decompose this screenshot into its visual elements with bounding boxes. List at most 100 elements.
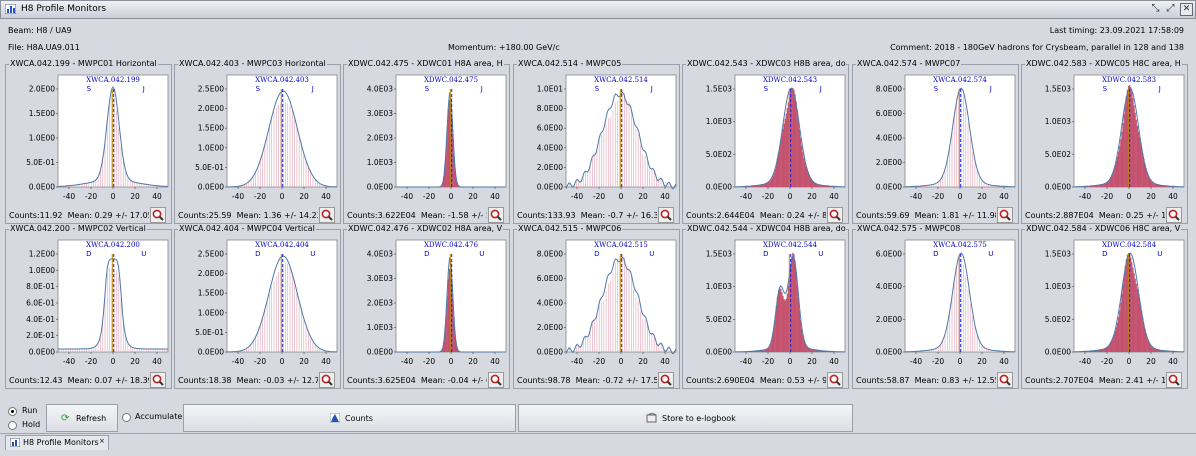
histogram-bar: [93, 347, 94, 352]
x-tick-label: 40: [321, 192, 331, 201]
histogram-bar: [278, 272, 279, 352]
histogram-bar: [975, 163, 976, 187]
histogram-bar: [285, 263, 286, 352]
refresh-label: Refresh: [76, 414, 106, 423]
x-tick-label: -40: [63, 192, 75, 201]
mean-value: Mean: 0.25 +/- 11.0: [1099, 211, 1165, 220]
x-tick-label: -20: [932, 357, 944, 366]
x-tick-label: 20: [807, 357, 817, 366]
histogram-bar: [938, 348, 939, 352]
y-tick-label: 5.0E02: [1045, 150, 1071, 159]
zoom-button[interactable]: [658, 207, 674, 223]
monitor-stats: Counts:98.78 Mean: -0.72 +/- 17.55 [m: [517, 376, 657, 385]
histogram-bar: [292, 110, 293, 187]
zoom-button[interactable]: [658, 372, 674, 388]
tab-close-icon[interactable]: ×: [99, 437, 105, 445]
histogram-bar: [130, 180, 131, 187]
zoom-button[interactable]: [319, 207, 335, 223]
mean-value: Mean: 0.07 +/- 18.39 [m: [68, 376, 149, 385]
y-tick-label: 1.5E00: [29, 109, 55, 118]
mean-value: Mean: 2.41 +/- 11.8: [1099, 376, 1165, 385]
histogram-bar: [116, 270, 117, 352]
counts-label: Counts: [345, 414, 373, 423]
zoom-button[interactable]: [827, 207, 843, 223]
histogram-bar: [585, 172, 586, 187]
histogram-bar: [597, 149, 598, 187]
y-tick-label: 0.0E00: [29, 348, 55, 357]
histogram-bar: [640, 311, 641, 352]
y-tick-label: 2.0E00: [876, 315, 902, 324]
histogram-bar: [638, 134, 639, 187]
mean-value: Mean: -0.03 +/- 12.77 [m: [237, 376, 318, 385]
x-tick-label: -20: [254, 192, 266, 201]
histogram-bar: [613, 273, 614, 352]
hold-radio[interactable]: [8, 421, 17, 430]
zoom-button[interactable]: [488, 207, 504, 223]
y-tick-label: 1.0E00: [198, 308, 224, 317]
histogram-bar: [278, 105, 279, 187]
y-tick-label: 4.0E00: [876, 282, 902, 291]
plot-left-tag: D: [933, 250, 938, 258]
store-elogbook-button[interactable]: Store to e-logbook: [518, 404, 853, 432]
counts-button[interactable]: Counts: [183, 404, 516, 432]
y-tick-label: 1.0E03: [706, 117, 732, 126]
histogram-bar: [963, 95, 964, 187]
histogram-bar: [313, 177, 314, 187]
plot-left-tag: D: [424, 250, 429, 258]
histogram-bar: [970, 304, 971, 352]
x-tick-label: -20: [593, 192, 605, 201]
histogram-bar: [933, 350, 934, 352]
zoom-button[interactable]: [997, 207, 1013, 223]
histogram-bar: [622, 254, 623, 352]
histogram-bar: [303, 320, 304, 352]
zoom-button[interactable]: [488, 372, 504, 388]
histogram-bar: [642, 154, 643, 187]
plot-left-tag: S: [425, 85, 430, 93]
zoom-button[interactable]: [1166, 207, 1182, 223]
plot-left-tag: S: [256, 85, 261, 93]
histogram-bar: [652, 334, 653, 352]
zoom-button[interactable]: [150, 372, 166, 388]
x-tick-label: -40: [232, 192, 244, 201]
histogram-bar: [658, 345, 659, 352]
close-icon[interactable]: ✕: [1180, 3, 1193, 16]
histogram-bar: [610, 281, 611, 352]
maximize-icon[interactable]: ⤢: [1165, 3, 1176, 14]
plot-monitor-name: XDWC.042.583: [1102, 76, 1156, 84]
run-radio[interactable]: [8, 407, 17, 416]
y-tick-label: 0.0E00: [537, 183, 563, 192]
histogram-bar: [260, 160, 261, 187]
histogram-bar: [297, 125, 298, 187]
x-tick-label: 0: [1127, 357, 1132, 366]
histogram-bar: [933, 184, 934, 187]
histogram-bar: [303, 153, 304, 187]
minimize-icon[interactable]: ⤡: [1150, 3, 1161, 14]
y-tick-label: 0.0E00: [198, 183, 224, 192]
mean-value: Mean: -1.58 +/- 5.17: [421, 211, 487, 220]
y-tick-label: 2.0E03: [367, 299, 393, 308]
zoom-button[interactable]: [150, 207, 166, 223]
y-tick-label: 1.5E00: [198, 124, 224, 133]
refresh-button[interactable]: ⟳ Refresh: [46, 404, 118, 432]
zoom-button[interactable]: [1166, 372, 1182, 388]
histogram-bar: [271, 118, 272, 187]
x-tick-label: -20: [85, 357, 97, 366]
tab-h8-profile-monitors[interactable]: H8 Profile Monitors ×: [5, 435, 109, 450]
histogram-bar: [132, 181, 133, 187]
histogram-bar: [89, 183, 90, 187]
x-tick-label: 0: [449, 357, 454, 366]
store-elogbook-label: Store to e-logbook: [662, 414, 736, 423]
accumulate-radio[interactable]: [122, 413, 131, 422]
zoom-button[interactable]: [319, 372, 335, 388]
histogram-bar: [581, 347, 582, 352]
histogram-bar: [631, 108, 632, 187]
zoom-button[interactable]: [997, 372, 1013, 388]
histogram-bar: [597, 315, 598, 352]
histogram-bar: [578, 346, 579, 352]
zoom-button[interactable]: [827, 372, 843, 388]
run-label: Run: [22, 406, 37, 415]
